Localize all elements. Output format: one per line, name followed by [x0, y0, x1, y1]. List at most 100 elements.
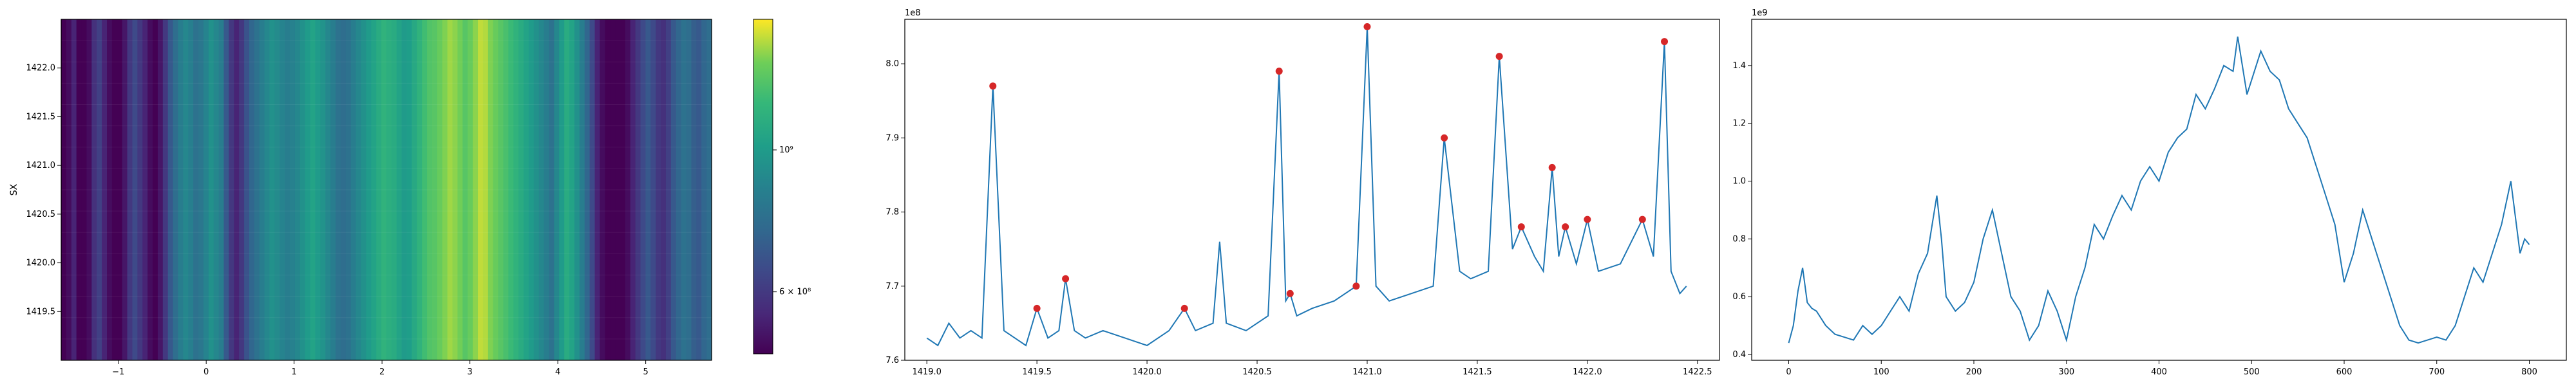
heatmap-cell — [167, 19, 174, 360]
x-tick-label: 5 — [643, 367, 648, 377]
x-tick-label: 1419.5 — [1022, 367, 1052, 377]
y-tick-label: 7.8 — [886, 208, 899, 217]
heatmap-cell — [249, 19, 255, 360]
heatmap-cell — [391, 19, 397, 360]
heatmap-cells — [61, 19, 712, 360]
heatmap-cell — [422, 19, 428, 360]
x-tick-label: 1422.5 — [1683, 367, 1712, 377]
heatmap-cell — [97, 19, 102, 360]
y-tick-label: 1420.5 — [26, 210, 56, 219]
heatmap-cell — [482, 19, 489, 360]
y-tick-label: 8.0 — [886, 59, 899, 69]
heatmap-cell — [294, 19, 301, 360]
heatmap-cell — [345, 19, 352, 360]
peak-marker — [1180, 304, 1188, 312]
heatmap-cell — [665, 19, 672, 360]
x-tick-label: 2 — [379, 367, 384, 377]
heatmap-cell — [127, 19, 133, 360]
heatmap-cell — [310, 19, 316, 360]
heatmap-cell — [488, 19, 494, 360]
y-tick-label: 1.4 — [1732, 61, 1746, 71]
timeseries-series-line — [1788, 36, 2530, 344]
heatmap-cell — [203, 19, 209, 360]
heatmap-cell — [396, 19, 402, 360]
heatmap-cell — [701, 19, 707, 360]
heatmap-panel: −1 0 1 2 3 4 5 1419.51420.01420.51421.01421.51… — [9, 19, 712, 377]
colorbar-ticks: 6 × 10⁸ 10⁹ — [773, 145, 811, 297]
y-tick-label: 0.4 — [1732, 350, 1746, 360]
heatmap-cell — [178, 19, 184, 360]
heatmap-cell — [412, 19, 417, 360]
heatmap-cell — [574, 19, 580, 360]
peaks-line-panel: 1e8 1419.0 1419.5 1420.0 1420.5 1421.0 1421.5… — [886, 8, 1720, 377]
heatmap-cell — [223, 19, 229, 360]
x-tick-label: 100 — [1873, 367, 1889, 377]
heatmap-cell — [376, 19, 382, 360]
heatmap-cell — [259, 19, 265, 360]
y-tick-label: 0.6 — [1732, 292, 1746, 302]
heatmap-cell — [625, 19, 631, 360]
heatmap-cell — [340, 19, 346, 360]
heatmap-cell — [503, 19, 509, 360]
heatmap-frame — [61, 19, 712, 361]
heatmap-cell — [569, 19, 575, 360]
heatmap-cell — [320, 19, 326, 360]
colorbar-tick-label: 6 × 10⁸ — [779, 288, 811, 297]
heatmap-cell — [208, 19, 214, 360]
y-tick-label: 0.8 — [1732, 234, 1746, 244]
heatmap-cell — [299, 19, 306, 360]
y-tick-label: 1420.0 — [26, 259, 56, 268]
heatmap-cell — [355, 19, 362, 360]
x-tick-label: 600 — [2336, 367, 2353, 377]
peaks-frame — [904, 19, 1720, 361]
heatmap-cell — [239, 19, 245, 360]
heatmap-cell — [117, 19, 123, 360]
heatmap-cell — [86, 19, 92, 360]
heatmap-cell — [371, 19, 377, 360]
heatmap-cell — [102, 19, 108, 360]
heatmap-cell — [549, 19, 554, 360]
x-tick-label: −1 — [112, 367, 124, 377]
heatmap-cell — [325, 19, 331, 360]
peaks-y-ticks: 7.6 7.7 7.8 7.9 8.0 — [886, 59, 905, 365]
peak-marker — [1517, 223, 1525, 231]
x-tick-label: 1 — [292, 367, 297, 377]
heatmap-cell — [518, 19, 524, 360]
y-tick-label: 1422.0 — [26, 64, 56, 73]
heatmap-cell — [315, 19, 321, 360]
heatmap-cell — [584, 19, 591, 360]
heatmap-cell — [589, 19, 596, 360]
heatmap-cell — [417, 19, 422, 360]
x-tick-label: 500 — [2244, 367, 2260, 377]
heatmap-cell — [478, 19, 484, 360]
heatmap-cell — [630, 19, 636, 360]
heatmap-cell — [635, 19, 641, 360]
heatmap-cell — [142, 19, 148, 360]
heatmap-cell — [452, 19, 459, 360]
heatmap-cell — [381, 19, 387, 360]
heatmap-cell — [427, 19, 433, 360]
heatmap-cell — [691, 19, 697, 360]
heatmap-cell — [244, 19, 250, 360]
y-tick-label: 7.6 — [886, 356, 899, 365]
heatmap-cell — [91, 19, 97, 360]
heatmap-cell — [559, 19, 565, 360]
x-tick-label: 0 — [1786, 367, 1791, 377]
y-tick-label: 7.7 — [886, 282, 899, 291]
heatmap-cell — [76, 19, 82, 360]
heatmap-cell — [66, 19, 72, 360]
heatmap-cell — [122, 19, 128, 360]
x-tick-label: 1420.0 — [1132, 367, 1162, 377]
heatmap-cell — [656, 19, 661, 360]
heatmap-cell — [645, 19, 651, 360]
heatmap-cell — [173, 19, 179, 360]
heatmap-cell — [285, 19, 290, 360]
heatmap-cell — [274, 19, 280, 360]
peak-marker — [1638, 216, 1646, 223]
heatmap-cell — [137, 19, 143, 360]
peak-marker — [1584, 216, 1591, 223]
heatmap-cell — [610, 19, 616, 360]
heatmap-cell — [473, 19, 478, 360]
heatmap-cell — [538, 19, 545, 360]
heatmap-cell — [650, 19, 656, 360]
